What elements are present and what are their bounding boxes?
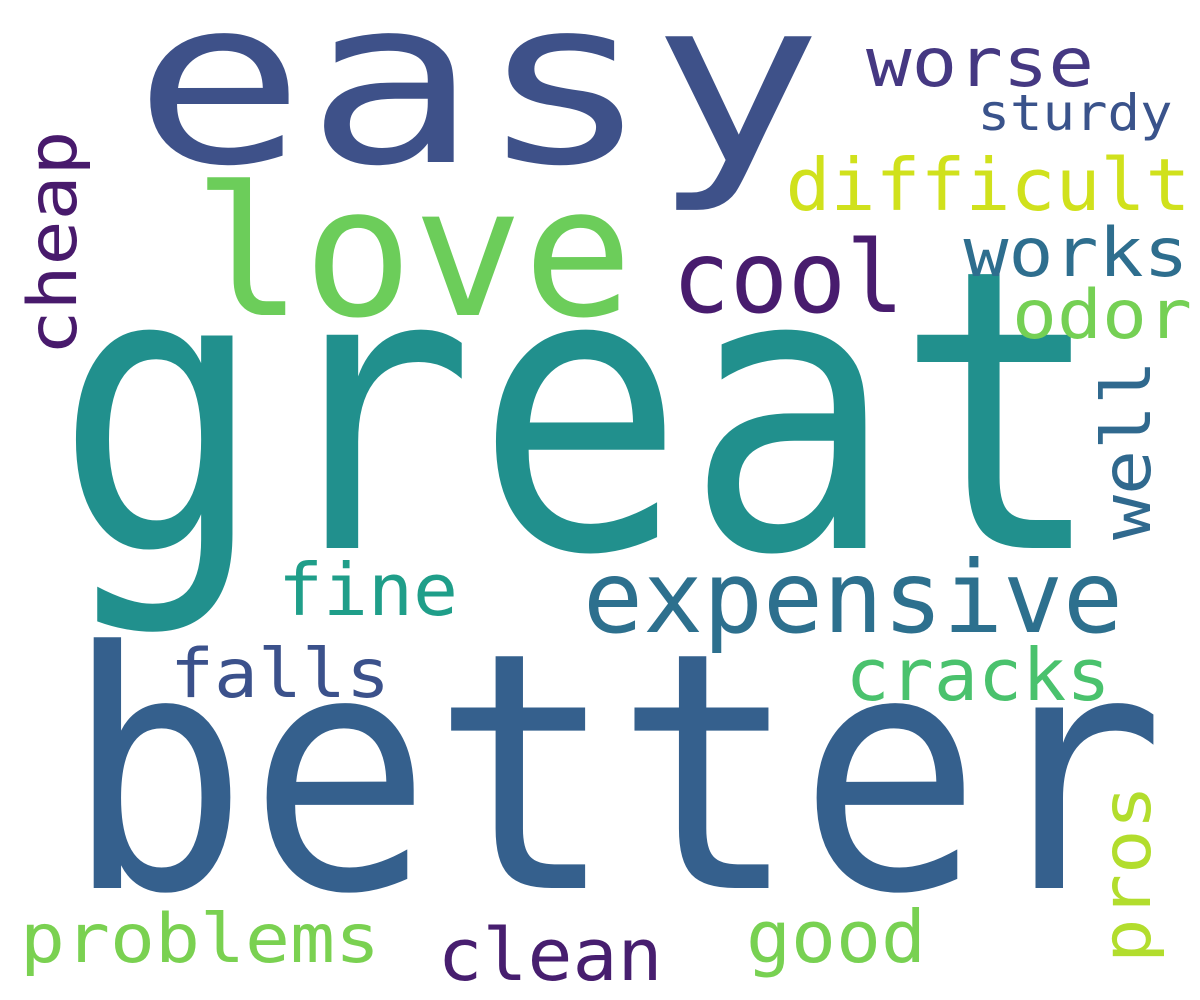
word-worse: worse xyxy=(866,24,1094,103)
word-easy: easy xyxy=(133,0,823,217)
word-love: love xyxy=(193,149,633,358)
word-well: well xyxy=(1088,360,1167,540)
word-great: great xyxy=(55,186,1105,640)
word-fine: fine xyxy=(278,548,458,632)
word-odor: odor xyxy=(1012,276,1192,355)
word-falls: falls xyxy=(170,635,390,714)
word-better: better xyxy=(65,582,1165,966)
word-sturdy: sturdy xyxy=(978,84,1173,142)
word-good: good xyxy=(746,895,926,979)
word-cheap: cheap xyxy=(14,131,93,356)
word-clean: clean xyxy=(438,913,663,997)
word-works: works xyxy=(964,214,1189,293)
word-cracks: cracks xyxy=(846,633,1111,717)
word-difficult: difficult xyxy=(786,143,1191,227)
word-pros: pros xyxy=(1088,785,1167,963)
word-cool: cool xyxy=(672,219,904,336)
word-problems: problems xyxy=(20,900,380,979)
word-expensive: expensive xyxy=(583,539,1123,656)
